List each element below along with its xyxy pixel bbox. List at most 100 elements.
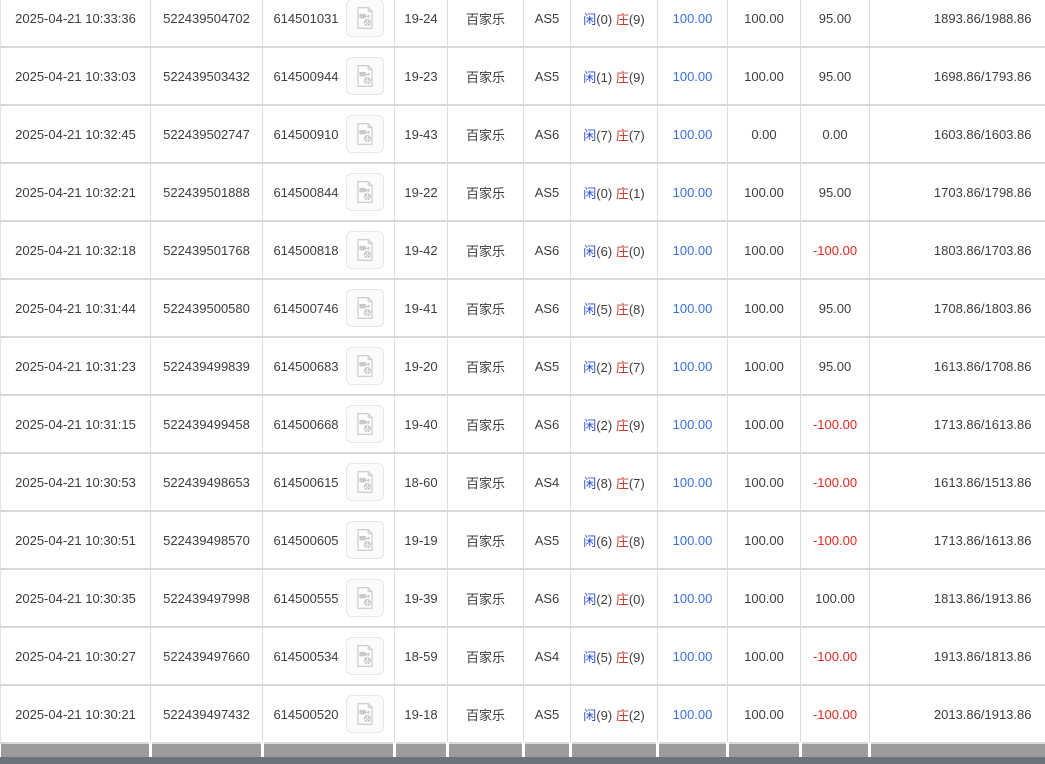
valid-amount: 100.00 xyxy=(727,221,801,280)
game-result: 闲(8) 庄(7) xyxy=(570,453,658,512)
win-loss: -100.00 xyxy=(800,511,870,570)
bet-amount-cell: 100.00 xyxy=(657,163,728,222)
bet-amount-link[interactable]: 100.00 xyxy=(672,706,713,722)
banker-score: (0) xyxy=(628,591,645,607)
valid-amount: 100.00 xyxy=(727,453,801,512)
round-id: 614500668 xyxy=(273,416,339,432)
bet-amount-link[interactable]: 100.00 xyxy=(672,416,713,432)
session-number: 19-18 xyxy=(394,685,448,744)
banker-label: 庄 xyxy=(615,591,629,607)
video-replay-icon[interactable] xyxy=(345,637,384,675)
valid-amount: 100.00 xyxy=(727,279,801,338)
bet-amount-link[interactable]: 100.00 xyxy=(672,358,713,374)
banker-score: (9) xyxy=(628,417,645,433)
video-replay-icon[interactable] xyxy=(345,231,384,269)
banker-label: 庄 xyxy=(615,475,629,491)
player-score: (6) xyxy=(596,243,613,259)
table-row: 2025-04-21 10:32:21 522439501888 6145008… xyxy=(0,163,1045,222)
bet-amount-link[interactable]: 100.00 xyxy=(672,184,713,200)
balance: 1708.86/1803.86 xyxy=(869,279,1045,338)
table-name: AS5 xyxy=(523,337,571,396)
banker-score: (7) xyxy=(628,127,645,143)
valid-amount: 100.00 xyxy=(727,685,801,744)
bet-amount-link[interactable]: 100.00 xyxy=(672,10,713,26)
banker-label: 庄 xyxy=(615,417,629,433)
valid-amount: 100.00 xyxy=(727,163,801,222)
video-replay-icon[interactable] xyxy=(345,173,384,211)
banker-label: 庄 xyxy=(615,707,629,723)
bet-id: 522439501888 xyxy=(150,163,263,222)
balance: 1713.86/1613.86 xyxy=(869,511,1045,570)
round-id: 614500555 xyxy=(273,590,339,606)
round-cell: 614500520 xyxy=(262,685,395,744)
bet-id: 522439497998 xyxy=(150,569,263,628)
player-score: (0) xyxy=(596,11,613,27)
game-name: 百家乐 xyxy=(447,163,524,222)
player-label: 闲 xyxy=(583,301,597,317)
game-name: 百家乐 xyxy=(447,221,524,280)
bet-id: 522439499839 xyxy=(150,337,263,396)
bet-time: 2025-04-21 10:30:27 xyxy=(0,627,151,686)
bet-time: 2025-04-21 10:31:23 xyxy=(0,337,151,396)
banker-score: (2) xyxy=(628,707,645,723)
bet-amount-link[interactable]: 100.00 xyxy=(672,68,713,84)
video-replay-icon[interactable] xyxy=(345,579,384,617)
video-replay-icon[interactable] xyxy=(345,57,384,95)
player-label: 闲 xyxy=(583,707,597,723)
player-label: 闲 xyxy=(583,417,597,433)
video-replay-icon[interactable] xyxy=(345,695,384,733)
table-row: 2025-04-21 10:32:18 522439501768 6145008… xyxy=(0,221,1045,280)
bet-amount-cell: 100.00 xyxy=(657,511,728,570)
table-row: 2025-04-21 10:30:53 522439498653 6145006… xyxy=(0,453,1045,512)
bet-time: 2025-04-21 10:31:15 xyxy=(0,395,151,454)
video-replay-icon[interactable] xyxy=(345,521,384,559)
bet-amount-link[interactable]: 100.00 xyxy=(672,590,713,606)
round-cell: 614501031 xyxy=(262,0,395,48)
session-number: 19-20 xyxy=(394,337,448,396)
balance: 1813.86/1913.86 xyxy=(869,569,1045,628)
bet-amount-link[interactable]: 100.00 xyxy=(672,532,713,548)
player-label: 闲 xyxy=(583,11,597,27)
table-body: 2025-04-21 10:33:36 522439504702 6145010… xyxy=(0,0,1045,744)
round-cell: 614500555 xyxy=(262,569,395,628)
round-id: 614500605 xyxy=(273,532,339,548)
bet-amount-cell: 100.00 xyxy=(657,105,728,164)
banker-label: 庄 xyxy=(615,533,629,549)
banker-label: 庄 xyxy=(615,185,629,201)
bet-time: 2025-04-21 10:30:51 xyxy=(0,511,151,570)
bet-time: 2025-04-21 10:30:53 xyxy=(0,453,151,512)
game-result: 闲(9) 庄(2) xyxy=(570,685,658,744)
video-replay-icon[interactable] xyxy=(345,0,384,37)
session-number: 19-39 xyxy=(394,569,448,628)
bet-amount-link[interactable]: 100.00 xyxy=(672,474,713,490)
bet-id: 522439502747 xyxy=(150,105,263,164)
bet-amount-cell: 100.00 xyxy=(657,0,728,48)
round-cell: 614500534 xyxy=(262,627,395,686)
player-score: (2) xyxy=(596,591,613,607)
round-id: 614500615 xyxy=(273,474,339,490)
bet-amount-link[interactable]: 100.00 xyxy=(672,648,713,664)
round-id: 614500746 xyxy=(273,300,339,316)
bet-time: 2025-04-21 10:30:35 xyxy=(0,569,151,628)
bet-amount-link[interactable]: 100.00 xyxy=(672,300,713,316)
horizontal-scrollbar-track[interactable] xyxy=(0,757,1045,764)
video-replay-icon[interactable] xyxy=(345,405,384,443)
bet-amount-link[interactable]: 100.00 xyxy=(672,126,713,142)
table-row: 2025-04-21 10:33:03 522439503432 6145009… xyxy=(0,47,1045,106)
balance: 1613.86/1708.86 xyxy=(869,337,1045,396)
video-replay-icon[interactable] xyxy=(345,115,384,153)
banker-score: (9) xyxy=(628,11,645,27)
round-id: 614501031 xyxy=(273,10,339,26)
bet-amount-link[interactable]: 100.00 xyxy=(672,242,713,258)
video-replay-icon[interactable] xyxy=(345,463,384,501)
game-name: 百家乐 xyxy=(447,395,524,454)
round-cell: 614500910 xyxy=(262,105,395,164)
game-result: 闲(6) 庄(0) xyxy=(570,221,658,280)
video-replay-icon[interactable] xyxy=(345,347,384,385)
banker-score: (7) xyxy=(628,475,645,491)
banker-score: (0) xyxy=(628,243,645,259)
table-name: AS6 xyxy=(523,279,571,338)
balance: 1603.86/1603.86 xyxy=(869,105,1045,164)
video-replay-icon[interactable] xyxy=(345,289,384,327)
table-row: 2025-04-21 10:30:27 522439497660 6145005… xyxy=(0,627,1045,686)
